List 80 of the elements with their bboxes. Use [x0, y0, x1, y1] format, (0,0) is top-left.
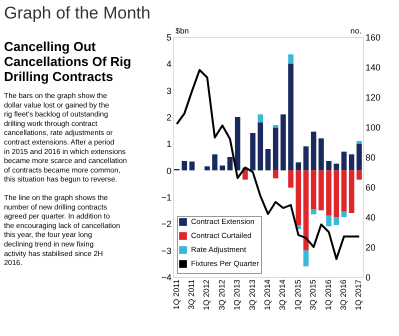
y-tick-label: 0: [166, 166, 172, 176]
y2-tick-label: 20: [366, 242, 376, 252]
y2-tick-label: 40: [366, 212, 376, 222]
bar: [258, 122, 264, 170]
bar: [348, 154, 354, 170]
bar: [204, 166, 210, 170]
y-tick-label: −3: [161, 246, 172, 256]
bar: [272, 128, 278, 170]
y-tick-label: 2: [166, 112, 172, 122]
bar: [341, 170, 347, 212]
bar: [189, 162, 195, 170]
y-tick-label: 5: [166, 32, 172, 42]
bar: [341, 152, 347, 170]
x-tick-label: 1Q 2012: [202, 278, 212, 310]
x-tick-label: 1Q 2016: [324, 278, 333, 310]
bar: [356, 144, 362, 170]
bar: [326, 170, 332, 216]
bar: [318, 138, 324, 170]
x-tick-label: 3Q 2011: [187, 278, 196, 310]
bar: [288, 64, 294, 170]
x-tick-label: 3Q 2013: [248, 278, 257, 310]
bar: [341, 212, 347, 217]
x-tick-label: 3Q 2014: [278, 278, 288, 310]
y-tick-label: −1: [161, 192, 172, 202]
chart-title: Graph of the Month: [4, 4, 150, 22]
x-tick-label: 3Q 2015: [308, 278, 318, 310]
x-tick-label: 1Q 2017: [354, 278, 364, 310]
bar: [303, 250, 309, 266]
y-tick-label: 4: [166, 59, 172, 70]
x-tick-label: 1Q 2015: [293, 278, 302, 310]
line-series: [176, 69, 360, 260]
bar: [265, 149, 271, 170]
bar: [242, 170, 248, 180]
bar: [227, 157, 233, 170]
bar: [326, 161, 332, 170]
y-tick-label: −4: [161, 272, 172, 282]
bar: [234, 117, 240, 170]
y-axis-title: $bn: [176, 26, 189, 36]
x-tick-label: 3Q 2012: [217, 278, 226, 310]
bar: [288, 170, 294, 188]
x-tick-label: 1Q 2013: [232, 278, 242, 310]
bar: [258, 114, 264, 122]
bar: [356, 170, 362, 180]
bar: [272, 170, 278, 178]
bar: [288, 54, 294, 64]
x-tick-label: 1Q 2014: [263, 278, 272, 310]
bar: [296, 162, 302, 170]
y2-tick-label: 120: [366, 92, 381, 102]
y2-tick-label: 80: [366, 152, 376, 162]
bar: [250, 133, 256, 170]
bar: [303, 170, 309, 250]
y2-tick-label: 60: [366, 182, 376, 192]
bar: [334, 164, 340, 170]
bar: [310, 170, 316, 209]
x-tick-label: 1Q 2011: [172, 278, 181, 310]
bar: [280, 114, 286, 170]
y2-tick-label: 160: [366, 32, 381, 42]
bar: [310, 209, 316, 214]
y2-tick-label: 140: [366, 62, 381, 72]
bar: [182, 161, 188, 170]
bar: [356, 141, 362, 144]
y-tick-label: 3: [166, 86, 172, 96]
bar: [296, 170, 302, 225]
x-tick-label: 3Q 2016: [339, 278, 348, 310]
y-tick-label: 1: [166, 139, 172, 150]
y2-tick-label: 100: [366, 122, 381, 132]
y2-axis-title: no.: [350, 26, 362, 36]
bar: [272, 125, 278, 128]
bar: [334, 217, 340, 225]
bar: [326, 216, 332, 226]
bar: [220, 166, 226, 170]
bar: [318, 170, 324, 210]
y2-tick-label: 0: [366, 272, 371, 282]
text: Cancelling Out Cancellations Of Rig Drilling Contracts: [4, 39, 132, 84]
bar: [212, 154, 218, 170]
bar: [348, 170, 354, 213]
y-tick-label: −2: [161, 219, 172, 230]
bar: [303, 146, 309, 170]
bar: [334, 170, 340, 217]
bar: [310, 132, 316, 170]
